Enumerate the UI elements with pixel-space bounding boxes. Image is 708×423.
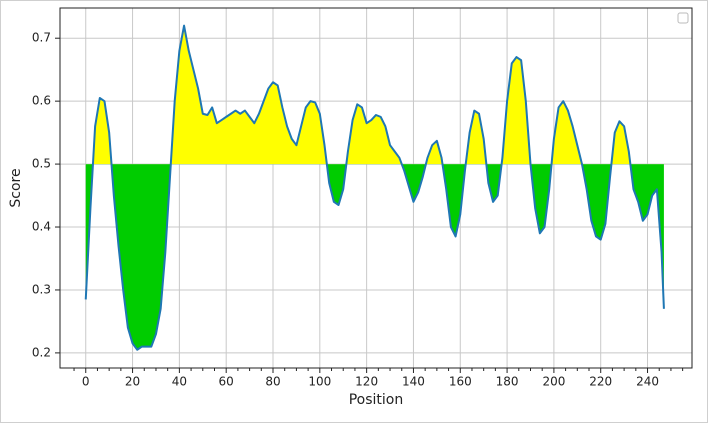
y-tick-label: 0.6 <box>32 94 51 108</box>
x-tick-label: 240 <box>636 375 659 389</box>
x-tick-label: 180 <box>496 375 519 389</box>
x-tick-label: 120 <box>355 375 378 389</box>
y-axis-title: Score <box>8 168 24 207</box>
fill-below <box>85 164 664 350</box>
plot-frame <box>59 7 693 369</box>
y-tick-label: 0.3 <box>32 282 51 296</box>
score-line <box>84 24 665 351</box>
x-tick-label: 100 <box>308 375 331 389</box>
y-tick-label: 0.5 <box>32 157 51 171</box>
x-tick-label: 60 <box>219 375 234 389</box>
y-tick-label: 0.2 <box>32 345 51 359</box>
x-axis-title: Position <box>349 392 404 408</box>
x-tick-label: 0 <box>82 375 90 389</box>
x-tick-label: 160 <box>449 375 472 389</box>
x-tick-label: 220 <box>589 375 612 389</box>
x-tick-label: 140 <box>402 375 425 389</box>
x-tick-label: 20 <box>125 375 140 389</box>
legend-box <box>677 12 689 24</box>
y-tick-label: 0.7 <box>32 31 51 45</box>
x-tick-label: 80 <box>265 375 280 389</box>
y-tick-label: 0.4 <box>32 220 51 234</box>
x-tick-label: 40 <box>172 375 187 389</box>
x-tick-label: 200 <box>542 375 565 389</box>
